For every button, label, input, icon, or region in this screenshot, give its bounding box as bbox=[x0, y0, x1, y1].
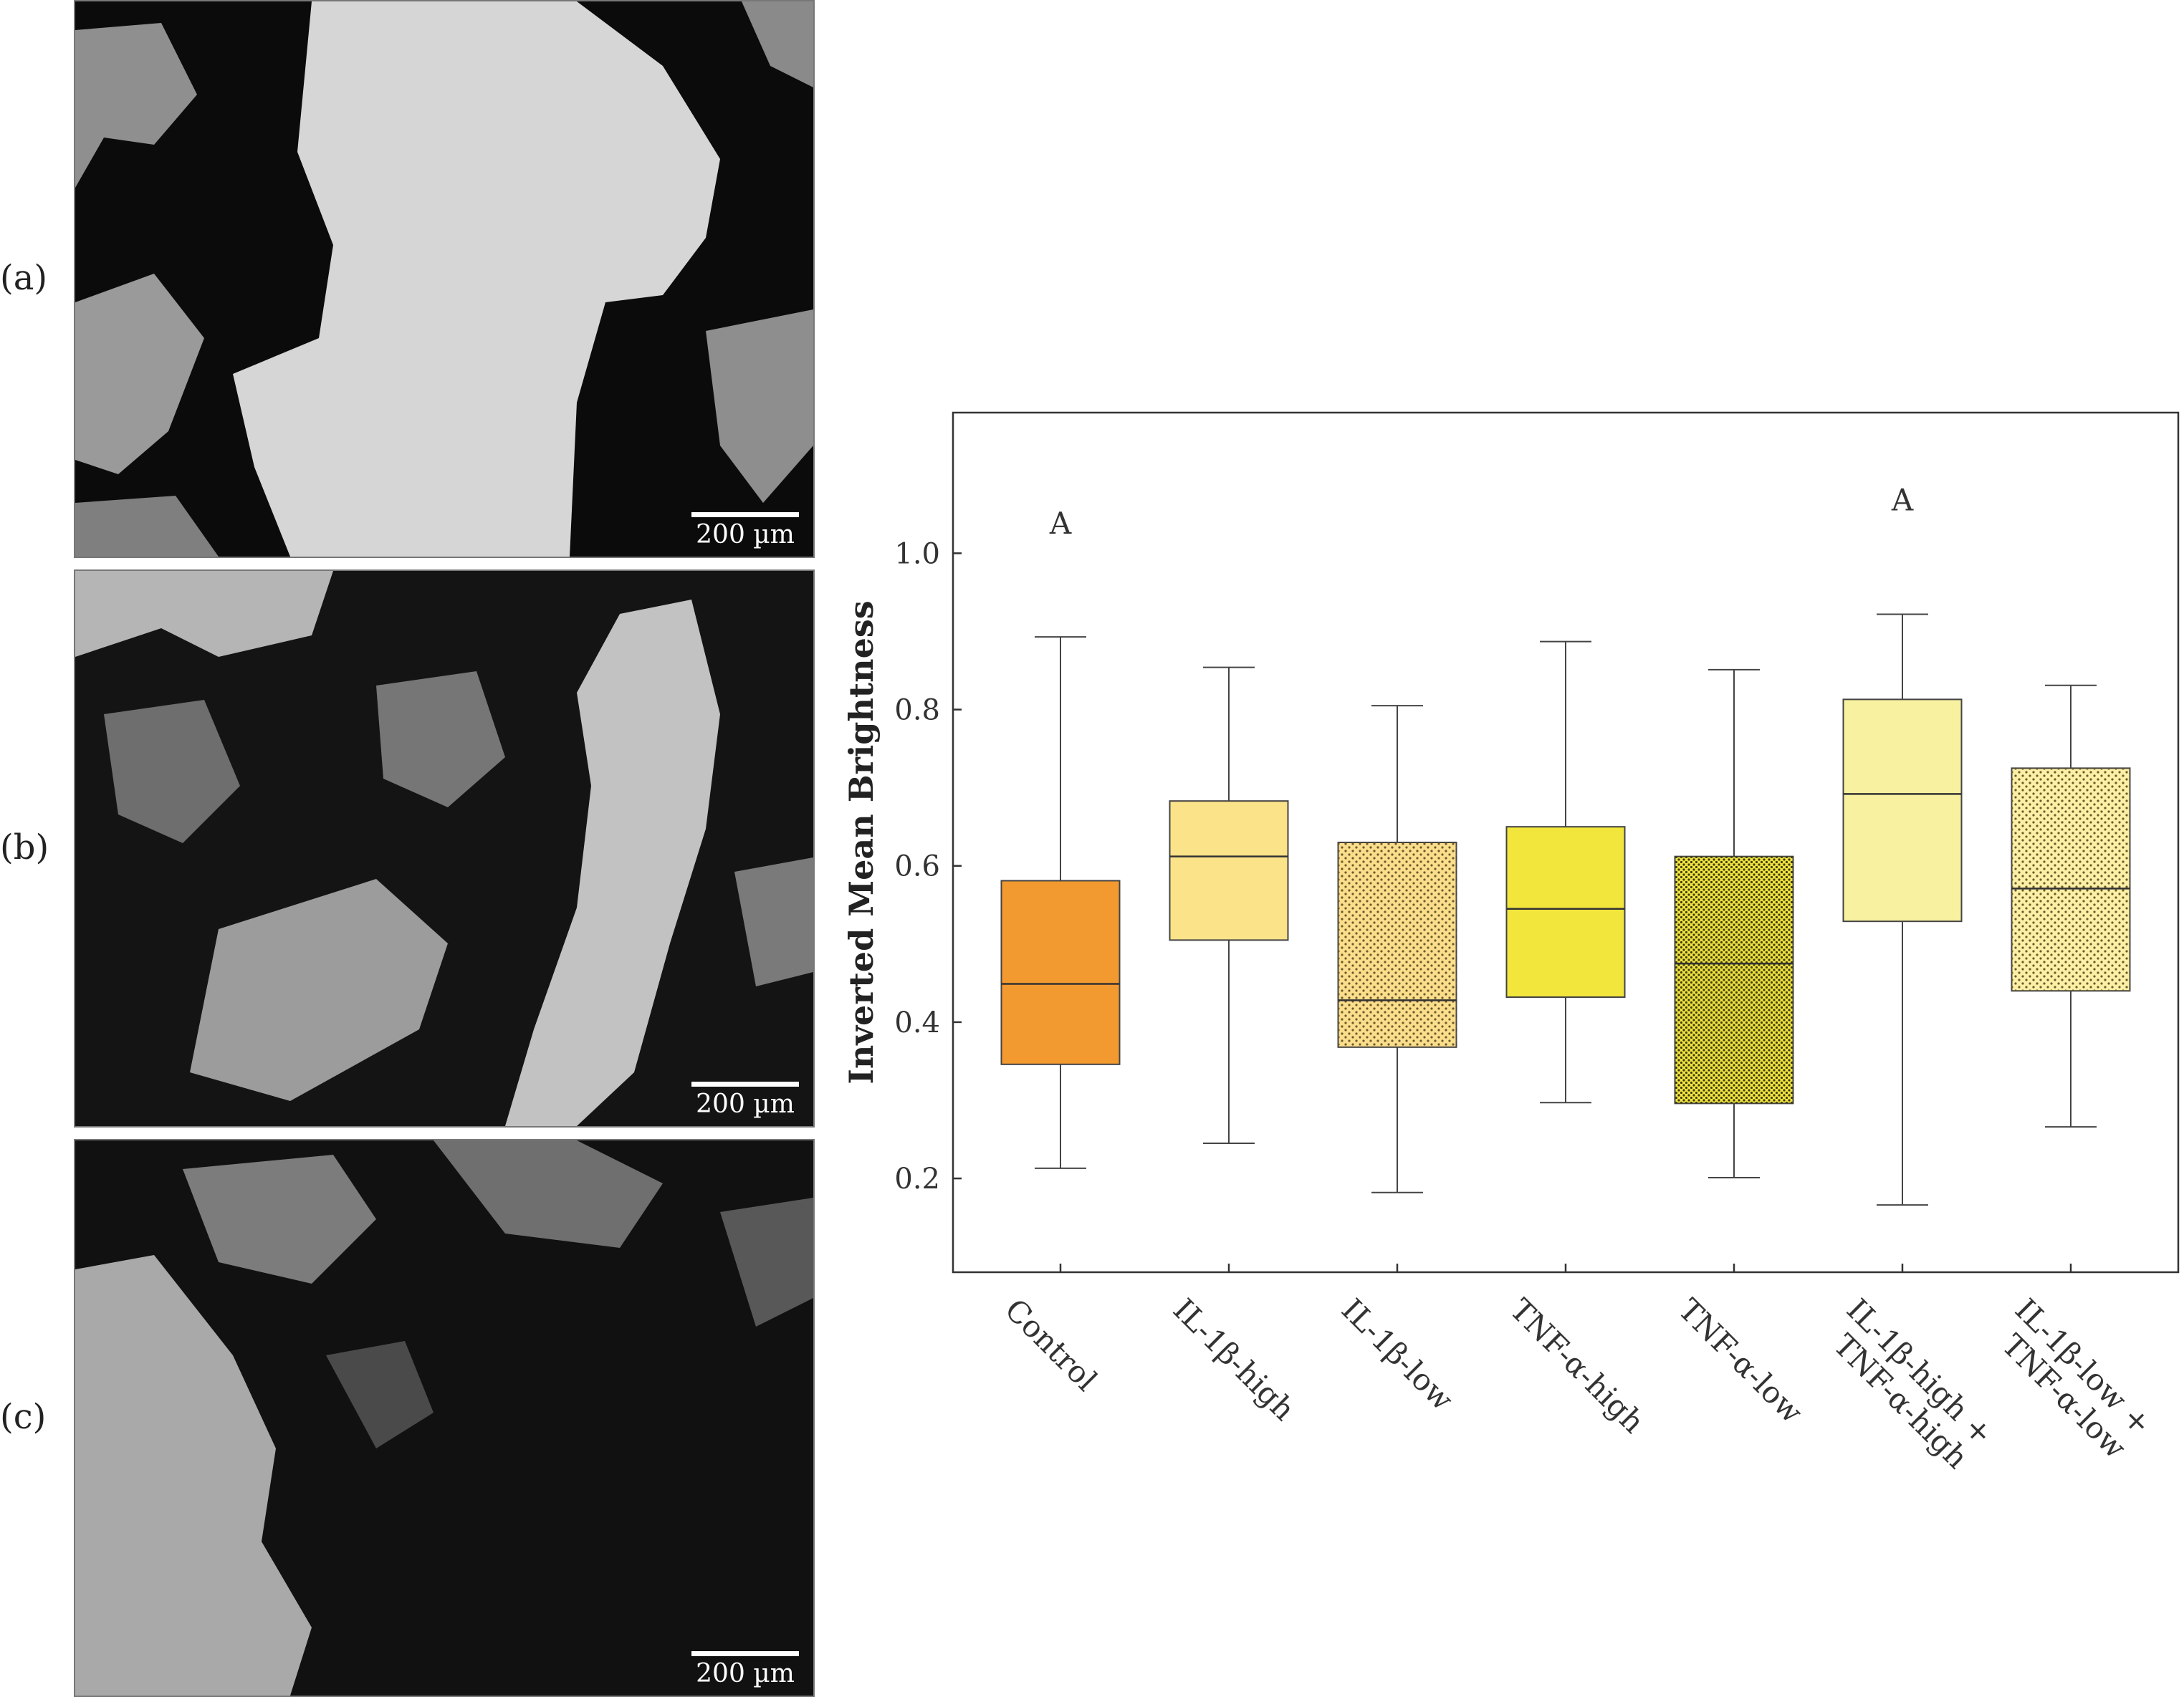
micrograph-b-texture bbox=[75, 571, 813, 1126]
x-tick-label-line: TNF-α-low bbox=[1672, 1292, 1810, 1430]
significance-letter: A bbox=[1049, 506, 1072, 541]
box-pattern bbox=[2011, 768, 2130, 991]
x-tick-label: IL-1β-high +TNF-α-high bbox=[1816, 1292, 2000, 1476]
panel-label-b: (b) bbox=[0, 827, 49, 867]
box-plot: Inverted Mean Brightness 0.2 0.4 0.6 0.8 1.0… bbox=[842, 411, 2180, 1476]
micrograph-b: 200 µm bbox=[74, 569, 815, 1128]
box-group bbox=[1337, 705, 1457, 1272]
x-tick-label-line: TNF-α-high bbox=[1503, 1292, 1652, 1440]
panel-label-c: (c) bbox=[0, 1397, 47, 1437]
scale-bar-b: 200 µm bbox=[691, 1082, 799, 1119]
box-group bbox=[1169, 666, 1289, 1272]
x-tick-label: TNF-α-high bbox=[1503, 1292, 1652, 1440]
scale-bar-a: 200 µm bbox=[691, 512, 799, 549]
y-tick-label: 0.6 bbox=[894, 850, 940, 883]
x-tick-label: IL-1β-low bbox=[1335, 1292, 1460, 1417]
micrograph-a-texture bbox=[75, 1, 813, 557]
x-tick-label-line: IL-1β-low bbox=[1335, 1292, 1460, 1417]
scale-bar-line-a bbox=[691, 512, 799, 517]
x-tick-label-line: IL-1β-high bbox=[1167, 1292, 1302, 1427]
x-axis-labels: Control IL-1β-high IL-1β-low TNF-α-high TNF-… bbox=[998, 1292, 2158, 1476]
x-tick-label: TNF-α-low bbox=[1672, 1292, 1810, 1430]
box-group bbox=[2011, 684, 2131, 1272]
box-body bbox=[1505, 826, 1626, 998]
scale-bar-line-b bbox=[691, 1082, 799, 1087]
y-tick-label: 0.4 bbox=[894, 1006, 940, 1039]
x-tick-label: Control bbox=[998, 1292, 1104, 1398]
micrograph-c-texture bbox=[75, 1140, 813, 1696]
y-tick-label: 1.0 bbox=[894, 537, 940, 570]
box-body bbox=[1169, 800, 1289, 941]
box-group: A bbox=[1000, 506, 1121, 1272]
box-body bbox=[1842, 698, 1963, 923]
box-body bbox=[1000, 880, 1121, 1065]
box-group: A bbox=[1842, 482, 1963, 1272]
y-tick-label: 0.2 bbox=[894, 1163, 940, 1196]
scale-bar-label-a: 200 µm bbox=[696, 520, 795, 549]
x-tick-label-line: Control bbox=[998, 1292, 1104, 1398]
panel-label-a: (a) bbox=[0, 258, 48, 298]
box-group bbox=[1505, 640, 1626, 1272]
scale-bar-c: 200 µm bbox=[691, 1651, 799, 1688]
scale-bar-label-b: 200 µm bbox=[696, 1090, 795, 1119]
y-axis-ticks: 0.2 0.4 0.6 0.8 1.0 bbox=[894, 537, 962, 1196]
scale-bar-line-c bbox=[691, 1651, 799, 1656]
x-tick-label: IL-1β-low +TNF-α-low bbox=[1984, 1292, 2158, 1466]
scale-bar-label-c: 200 µm bbox=[696, 1659, 795, 1688]
boxes: AA bbox=[1000, 482, 2131, 1272]
micrograph-a: 200 µm bbox=[74, 0, 815, 558]
x-tick-label: IL-1β-high bbox=[1167, 1292, 1302, 1427]
significance-letter: A bbox=[1891, 482, 1914, 517]
micrograph-c: 200 µm bbox=[74, 1139, 815, 1697]
y-tick-label: 0.8 bbox=[894, 694, 940, 727]
y-axis-title: Inverted Mean Brightness bbox=[842, 600, 881, 1084]
box-pattern bbox=[1338, 842, 1457, 1047]
box-group bbox=[1674, 668, 1794, 1272]
box-pattern bbox=[1675, 856, 1793, 1104]
